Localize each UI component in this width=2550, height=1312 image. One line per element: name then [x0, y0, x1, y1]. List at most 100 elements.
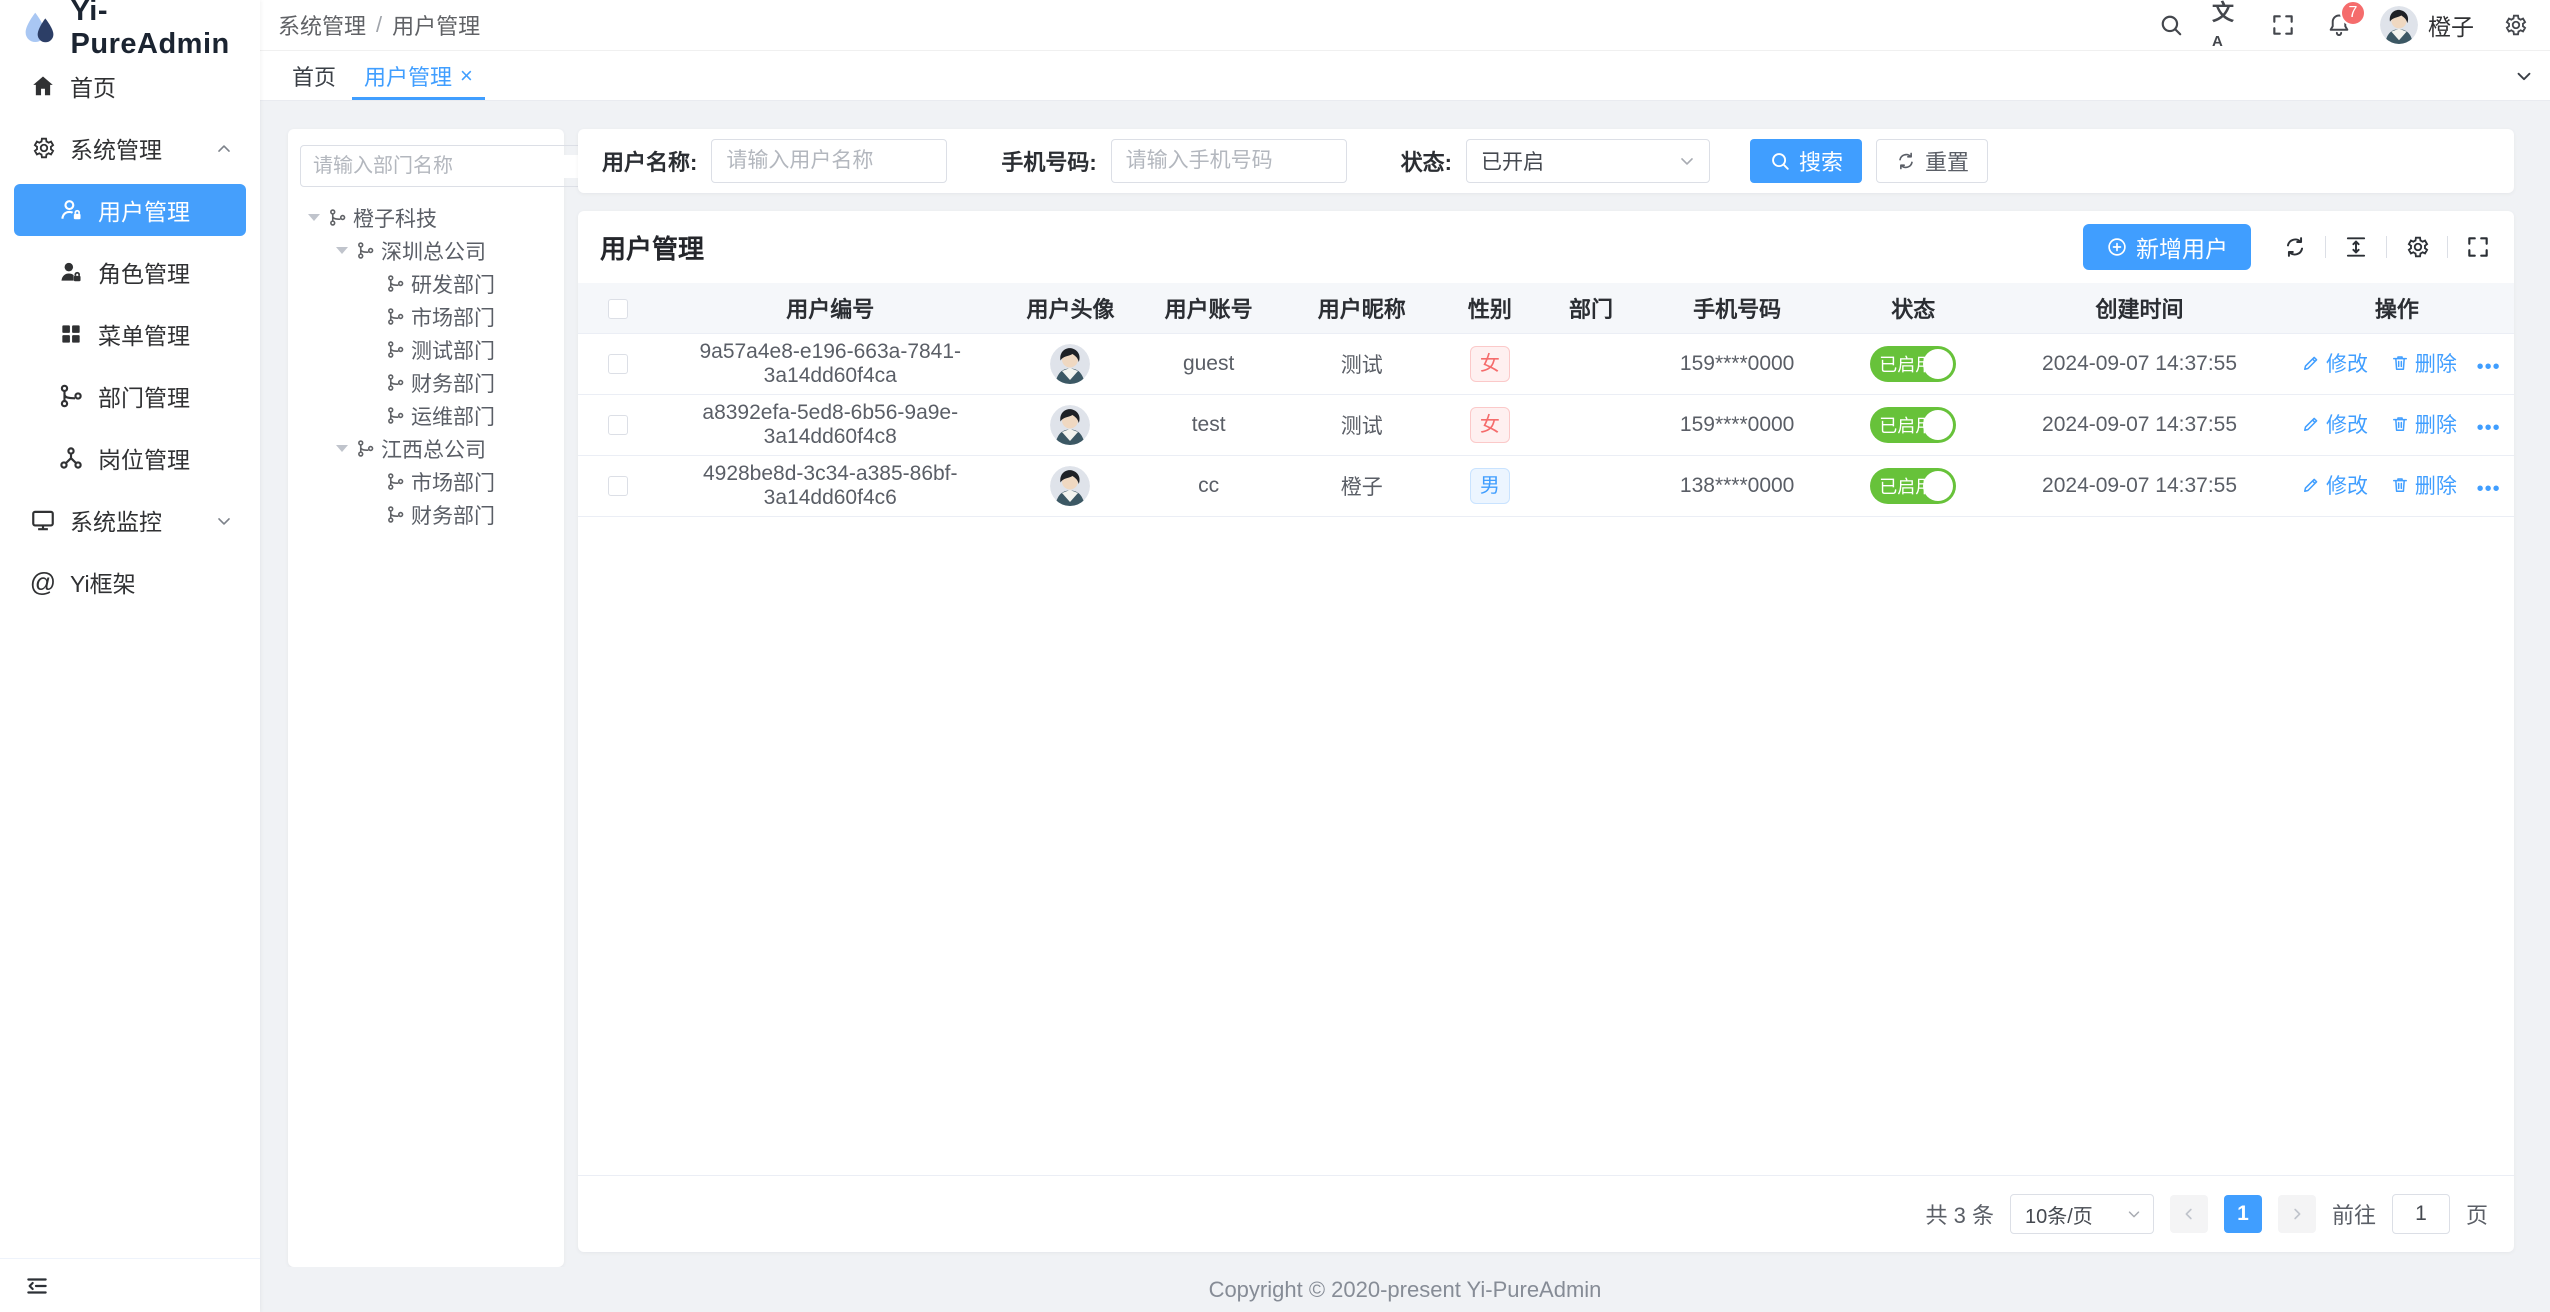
card-header: 用户管理 新增用户: [578, 211, 2514, 283]
sidebar-item-user-management[interactable]: 用户管理: [14, 184, 246, 236]
tree-node[interactable]: 市场部门: [300, 300, 552, 333]
sidebar-item-framework[interactable]: @ Yi框架: [0, 556, 260, 608]
refresh-icon[interactable]: [2281, 233, 2309, 261]
tree-node-label: 研发部门: [411, 273, 495, 297]
username-input[interactable]: [711, 139, 948, 183]
notification-bell-icon[interactable]: 7: [2324, 0, 2366, 40]
edit-button[interactable]: 修改: [2301, 409, 2368, 439]
user-menu[interactable]: 橙子: [2380, 6, 2474, 44]
row-checkbox[interactable]: [608, 475, 629, 496]
next-page-button[interactable]: [2277, 1195, 2316, 1233]
table-row: 4928be8d-3c34-a385-86bf-3a14dd60f4c6 cc …: [578, 455, 2514, 517]
edit-button[interactable]: 修改: [2301, 348, 2368, 378]
tree-node[interactable]: 财务部门: [300, 366, 552, 399]
row-density-icon[interactable]: [2342, 233, 2370, 261]
sidebar-item-home[interactable]: 首页: [0, 60, 260, 112]
sidebar-item-monitor[interactable]: 系统监控: [0, 494, 260, 546]
status-toggle-label: 已启用: [1879, 415, 1934, 436]
sidebar-item-dept-management[interactable]: 部门管理: [0, 370, 260, 422]
breadcrumb-item-system[interactable]: 系统管理: [278, 14, 367, 39]
work-area: 用户名称: 手机号码: 状态: 已开启 搜索: [578, 129, 2514, 1267]
sidebar-item-post-management[interactable]: 岗位管理: [0, 432, 260, 484]
sidebar-item-system[interactable]: 系统管理: [0, 122, 260, 174]
breadcrumb-separator: /: [376, 12, 383, 37]
pencil-icon: [2303, 356, 2318, 370]
page-size-select[interactable]: 10条/页: [2009, 1194, 2154, 1234]
search-button[interactable]: 搜索: [1749, 139, 1862, 183]
page-size-value: 10条/页: [2024, 1205, 2093, 1228]
edit-button[interactable]: 修改: [2301, 470, 2368, 500]
pagination-total: 共 3 条: [1925, 1203, 1994, 1228]
department-icon: [386, 406, 405, 425]
status-toggle[interactable]: 已启用: [1870, 406, 1957, 443]
table-toolbar: 新增用户: [2083, 224, 2492, 270]
caret-down-icon[interactable]: [308, 214, 320, 221]
tab-options-chevron-icon[interactable]: [2498, 51, 2550, 100]
table-row: a8392efa-5ed8-6b56-9a9e-3a14dd60f4c8 tes…: [578, 394, 2514, 456]
pencil-icon: [2303, 478, 2318, 492]
sidebar-collapse-bar: [0, 1258, 260, 1312]
more-actions-icon[interactable]: •••: [2476, 356, 2501, 378]
reset-button[interactable]: 重置: [1876, 139, 1989, 183]
tab-home[interactable]: 首页: [278, 51, 350, 100]
sidebar-item-label: 系统管理: [70, 137, 162, 163]
translate-icon[interactable]: 文A: [2212, 0, 2235, 50]
plus-circle-icon: [2108, 238, 2126, 256]
notification-badge: 7: [2340, 0, 2366, 26]
add-user-button[interactable]: 新增用户: [2083, 224, 2251, 270]
phone-input[interactable]: [1110, 139, 1347, 183]
row-checkbox[interactable]: [608, 353, 629, 374]
main-column: 系统管理 / 用户管理 文A 7 橙子: [260, 0, 2550, 1312]
close-icon[interactable]: ×: [460, 62, 473, 88]
delete-button[interactable]: 删除: [2390, 348, 2457, 378]
tree-node[interactable]: 市场部门: [300, 465, 552, 498]
tree-node[interactable]: 财务部门: [300, 498, 552, 531]
topbar-actions: 文A 7 橙子: [2156, 0, 2530, 50]
status-toggle[interactable]: 已启用: [1870, 467, 1957, 504]
role-user-icon: [58, 259, 84, 285]
sidebar-item-role-management[interactable]: 角色管理: [0, 246, 260, 298]
tree-node[interactable]: 深圳总公司: [300, 234, 552, 267]
user-table: 用户编号 用户头像 用户账号 用户昵称 性别 部门 手机号码 状态 创建时间 操…: [578, 283, 2514, 517]
status-label: 状态:: [1400, 150, 1452, 175]
goto-page-input[interactable]: [2391, 1194, 2450, 1234]
network-nodes-icon: [58, 445, 84, 471]
sidebar-item-menu-management[interactable]: 菜单管理: [0, 308, 260, 360]
tree-node[interactable]: 运维部门: [300, 399, 552, 432]
more-actions-icon[interactable]: •••: [2476, 478, 2501, 500]
filter-card: 用户名称: 手机号码: 状态: 已开启 搜索: [578, 129, 2514, 193]
caret-down-icon[interactable]: [336, 247, 348, 254]
column-settings-gear-icon[interactable]: [2403, 233, 2431, 261]
select-all-checkbox[interactable]: [608, 298, 629, 319]
dept-search-box: [300, 145, 619, 187]
phone-label: 手机号码:: [1001, 150, 1097, 175]
prev-page-button[interactable]: [2169, 1195, 2208, 1233]
tree-node[interactable]: 橙子科技: [300, 201, 552, 234]
status-toggle[interactable]: 已启用: [1870, 345, 1957, 382]
caret-down-icon[interactable]: [336, 445, 348, 452]
tree-node[interactable]: 江西总公司: [300, 432, 552, 465]
col-header-created: 创建时间: [1999, 283, 2280, 334]
row-checkbox[interactable]: [608, 414, 629, 435]
search-icon[interactable]: [2156, 10, 2186, 40]
page-number-button[interactable]: 1: [2223, 1195, 2262, 1233]
more-actions-icon[interactable]: •••: [2476, 417, 2501, 439]
edit-label: 修改: [2325, 353, 2368, 376]
edit-label: 修改: [2325, 475, 2368, 498]
delete-button[interactable]: 删除: [2390, 409, 2457, 439]
delete-button[interactable]: 删除: [2390, 470, 2457, 500]
breadcrumb: 系统管理 / 用户管理: [278, 9, 480, 41]
settings-gear-icon[interactable]: [2500, 10, 2530, 40]
collapse-sidebar-icon[interactable]: [24, 1273, 50, 1299]
breadcrumb-item-user: 用户管理: [392, 14, 481, 39]
fullscreen-icon[interactable]: [2268, 10, 2298, 40]
fullscreen-icon[interactable]: [2464, 233, 2492, 261]
status-select[interactable]: 已开启: [1465, 139, 1710, 183]
logo-row[interactable]: Yi-PureAdmin: [0, 0, 260, 60]
dept-search-input[interactable]: [313, 154, 578, 178]
tree-node-label: 橙子科技: [353, 207, 437, 231]
department-tree-icon: [58, 383, 84, 409]
tree-node[interactable]: 测试部门: [300, 333, 552, 366]
tab-user-management[interactable]: 用户管理 ×: [350, 51, 487, 100]
tree-node[interactable]: 研发部门: [300, 267, 552, 300]
